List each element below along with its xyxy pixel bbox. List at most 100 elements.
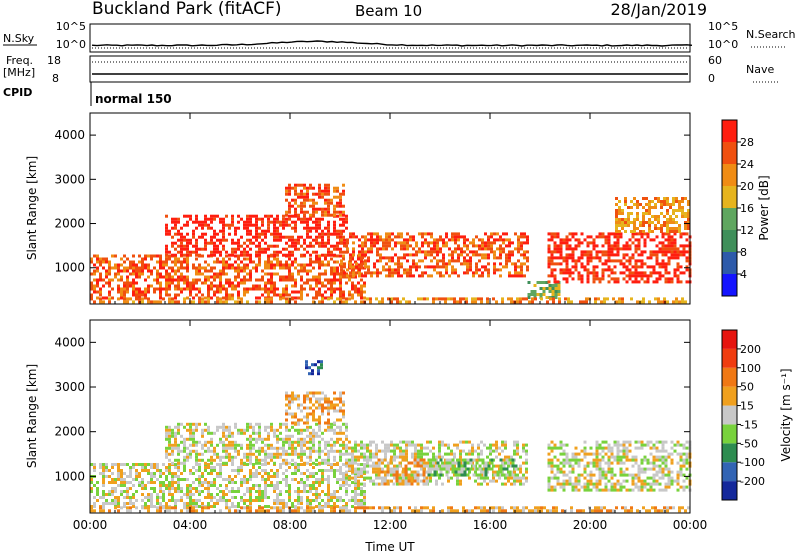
echo-cell (430, 274, 433, 277)
echo-cell (472, 250, 475, 253)
echo-cell (653, 238, 656, 241)
echo-cell (638, 238, 641, 241)
echo-cell (309, 254, 312, 257)
echo-cell (449, 462, 452, 465)
echo-cell (246, 499, 249, 502)
echo-cell (647, 235, 650, 238)
echo-cell (560, 238, 563, 241)
echo-cell (397, 268, 400, 271)
echo-cell (466, 262, 469, 265)
echo-cell (357, 450, 360, 453)
echo-cell (186, 264, 189, 267)
echo-cell (282, 288, 285, 291)
echo-cell (357, 456, 360, 459)
echo-cell (192, 450, 195, 453)
echo-cell (279, 239, 282, 242)
echo-cell (291, 205, 294, 208)
echo-cell (267, 273, 270, 276)
echo-cell (330, 279, 333, 282)
echo-cell (405, 444, 408, 447)
echo-cell (578, 256, 581, 259)
echo-cell (360, 499, 363, 502)
echo-cell (552, 297, 555, 300)
echo-cell (364, 238, 367, 241)
echo-cell (183, 456, 186, 459)
echo-region (305, 360, 323, 375)
echo-cell (156, 493, 159, 496)
echo-cell (246, 224, 249, 227)
echo-cell (558, 287, 561, 290)
echo-cell (216, 472, 219, 475)
echo-cell (581, 232, 584, 235)
echo-cell (333, 245, 336, 248)
echo-cell (174, 279, 177, 282)
echo-cell (433, 256, 436, 259)
echo-cell (180, 273, 183, 276)
echo-cell (273, 239, 276, 242)
echo-cell (312, 276, 315, 279)
echo-cell (285, 469, 288, 472)
echo-cell (400, 256, 403, 259)
echo-cell (340, 241, 343, 244)
echo-cell (393, 447, 396, 450)
echo-cell (441, 297, 444, 300)
echo-cell (237, 227, 240, 230)
echo-cell (431, 459, 434, 462)
echo-cell (171, 450, 174, 453)
echo-cell (372, 441, 375, 444)
echo-cell (336, 478, 339, 481)
echo-cell (207, 291, 210, 294)
echo-cell (677, 250, 680, 253)
echo-cell (237, 432, 240, 435)
nave-tick-top: 60 (708, 54, 722, 67)
echo-cell (192, 251, 195, 254)
echo-cell (405, 465, 408, 468)
echo-cell (255, 469, 258, 472)
echo-cell (246, 279, 249, 282)
echo-cell (618, 297, 621, 300)
echo-cell (399, 447, 402, 450)
echo-cell (618, 206, 621, 209)
echo-cell (379, 259, 382, 262)
echo-cell (629, 259, 632, 262)
echo-cell (525, 462, 528, 465)
echo-cell (466, 244, 469, 247)
echo-cell (495, 441, 498, 444)
echo-cell (120, 279, 123, 282)
echo-cell (327, 297, 330, 300)
echo-cell (364, 250, 367, 253)
echo-cell (180, 441, 183, 444)
echo-cell (228, 267, 231, 270)
echo-cell (255, 432, 258, 435)
echo-cell (468, 441, 471, 444)
echo-cell (534, 293, 537, 296)
echo-cell (680, 250, 683, 253)
echo-cell (177, 475, 180, 478)
echo-cell (566, 241, 569, 244)
echo-cell (427, 253, 430, 256)
echo-cell (379, 238, 382, 241)
echo-cell (351, 459, 354, 462)
echo-cell (312, 472, 315, 475)
echo-cell (436, 262, 439, 265)
echo-cell (273, 258, 276, 261)
echo-cell (102, 481, 105, 484)
echo-cell (412, 265, 415, 268)
echo-cell (339, 450, 342, 453)
echo-cell (303, 254, 306, 257)
echo-cell (311, 363, 314, 366)
echo-cell (174, 499, 177, 502)
echo-cell (102, 490, 105, 493)
echo-cell (375, 297, 378, 300)
echo-cell (363, 496, 366, 499)
echo-cell (369, 444, 372, 447)
echo-cell (597, 297, 600, 300)
echo-cell (165, 273, 168, 276)
freq-tick-bottom: 8 (52, 72, 59, 85)
echo-cell (315, 211, 318, 214)
echo-cell (174, 242, 177, 245)
echo-cell (409, 253, 412, 256)
echo-cell (306, 435, 309, 438)
echo-cell (548, 232, 551, 235)
echo-cell (174, 502, 177, 505)
